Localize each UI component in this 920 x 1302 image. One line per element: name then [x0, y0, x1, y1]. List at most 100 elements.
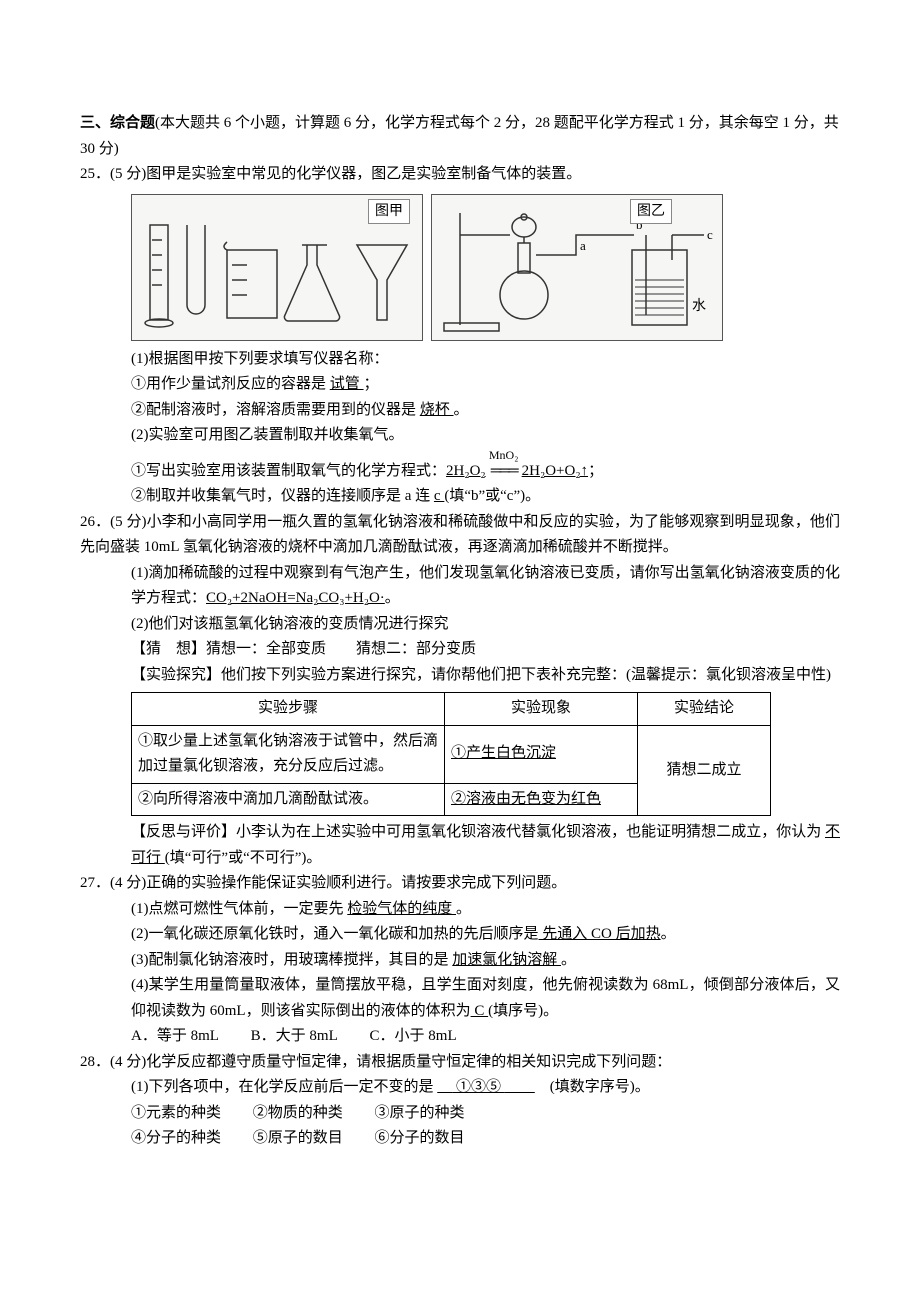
table-row: ①取少量上述氢氧化钠溶液于试管中，然后滴加过量氯化钡溶液，充分反应后过滤。 ①产…: [132, 725, 771, 783]
q26-stem-text: 小李和小高同学用一瓶久置的氢氧化钠溶液和稀硫酸做中和反应的实验，为了能够观察到明…: [80, 514, 840, 556]
guess-text: 猜想一：全部变质 猜想二：部分变质: [206, 641, 476, 657]
th-phenomenon: 实验现象: [445, 693, 638, 726]
q28-stem-text: 化学反应都遵守质量守恒定律，请根据质量守恒定律的相关知识完成下列问题：: [146, 1054, 671, 1070]
opt-5: ⑤原子的数目: [253, 1126, 343, 1152]
figure-jia-label: 图甲: [368, 199, 410, 225]
cell-phen1: ①产生白色沉淀: [445, 725, 638, 783]
q25-figures: 图甲: [131, 194, 840, 341]
label-c: c: [707, 227, 713, 242]
q27-1: (1)点燃可燃性气体前，一定要先 检验气体的纯度 。: [80, 897, 840, 923]
label-a: a: [580, 238, 586, 253]
q25-2a-eq: 2H₂O₂MnO₂═══2H₂O+O₂↑: [446, 463, 588, 479]
q28-num: 28．(4 分): [80, 1054, 146, 1070]
opt-2: ②物质的种类: [253, 1101, 343, 1127]
q25-1b-pre: ②配制溶液时，溶解溶质需要用到的仪器是: [131, 402, 420, 418]
label-water: 水: [692, 298, 706, 314]
q28-1-pre: (1)下列各项中，在化学反应前后一定不变的是: [131, 1079, 437, 1095]
opt-c: C．小于 8mL: [370, 1024, 457, 1050]
q28-stem: 28．(4 分)化学反应都遵守质量守恒定律，请根据质量守恒定律的相关知识完成下列…: [80, 1050, 840, 1076]
section-heading: 三、综合题(本大题共 6 个小题，计算题 6 分，化学方程式每个 2 分，28 …: [80, 110, 840, 162]
q26-guess: 【猜 想】猜想一：全部变质 猜想二：部分变质: [80, 637, 840, 663]
opt-6: ⑥分子的数目: [375, 1126, 465, 1152]
q26-1: (1)滴加稀硫酸的过程中观察到有气泡产生，他们发现氢氧化钠溶液已变质，请你写出氢…: [80, 561, 840, 612]
q25-2a: ①写出实验室用该装置制取氧气的化学方程式：2H₂O₂MnO₂═══2H₂O+O₂…: [80, 459, 840, 485]
q27-2-post: 。: [661, 926, 676, 942]
q26-1-post: 。: [385, 590, 400, 606]
cell-step1: ①取少量上述氢氧化钠溶液于试管中，然后滴加过量氯化钡溶液，充分反应后过滤。: [132, 725, 445, 783]
q25-2a-post: ；: [588, 463, 603, 479]
eq-arrow: MnO₂═══: [486, 459, 522, 485]
cell-conc: 猜想二成立: [638, 725, 771, 816]
q27-stem-text: 正确的实验操作能保证实验顺利进行。请按要求完成下列问题。: [146, 875, 566, 891]
q26-num: 26．(5 分): [80, 514, 147, 530]
q25-1b-ans: 烧杯: [420, 402, 454, 418]
q25: 25．(5 分)图甲是实验室中常见的化学仪器，图乙是实验室制备气体的装置。 图甲: [80, 162, 840, 510]
q27-2: (2)一氧化碳还原氧化铁时，通入一氧化碳和加热的先后顺序是 先通入 CO 后加热…: [80, 922, 840, 948]
q27-num: 27．(4 分): [80, 875, 146, 891]
q27-stem: 27．(4 分)正确的实验操作能保证实验顺利进行。请按要求完成下列问题。: [80, 871, 840, 897]
q25-stem-text: 图甲是实验室中常见的化学仪器，图乙是实验室制备气体的装置。: [146, 166, 581, 182]
q28-1-post: (填数字序号)。: [535, 1079, 650, 1095]
q27-2-pre: (2)一氧化碳还原氧化铁时，通入一氧化碳和加热的先后顺序是: [131, 926, 539, 942]
guess-label: 【猜 想】: [131, 641, 206, 657]
q25-1b: ②配制溶液时，溶解溶质需要用到的仪器是 烧杯 。: [80, 398, 840, 424]
q27: 27．(4 分)正确的实验操作能保证实验顺利进行。请按要求完成下列问题。 (1)…: [80, 871, 840, 1050]
figure-yi-label: 图乙: [630, 199, 672, 225]
q25-1a-post: ；: [364, 376, 379, 392]
q26-reflect: 【反思与评价】小李认为在上述实验中可用氢氧化钡溶液代替氯化钡溶液，也能证明猜想二…: [80, 820, 840, 871]
q25-num: 25．(5 分): [80, 166, 146, 182]
q27-3-post: 。: [561, 952, 576, 968]
q28-1: (1)下列各项中，在化学反应前后一定不变的是 ①③⑤ (填数字序号)。: [80, 1075, 840, 1101]
figure-jia: 图甲: [131, 194, 423, 341]
q28: 28．(4 分)化学反应都遵守质量守恒定律，请根据质量守恒定律的相关知识完成下列…: [80, 1050, 840, 1152]
q27-2-ans: 先通入 CO 后加热: [539, 926, 661, 942]
th-steps: 实验步骤: [132, 693, 445, 726]
q27-4-post: (填序号)。: [488, 1003, 558, 1019]
q25-1a: ①用作少量试剂反应的容器是 试管 ；: [80, 372, 840, 398]
q27-4: (4)某学生用量筒量取液体，量筒摆放平稳，且学生面对刻度，他先俯视读数为 68m…: [80, 973, 840, 1024]
q28-options-row1: ①元素的种类 ②物质的种类 ③原子的种类: [80, 1101, 840, 1127]
q25-2b-pre: ②制取并收集氧气时，仪器的连接顺序是 a 连: [131, 488, 434, 504]
q27-1-pre: (1)点燃可燃性气体前，一定要先: [131, 901, 347, 917]
eq-lhs: 2H₂O₂: [446, 463, 486, 479]
table-header-row: 实验步骤 实验现象 实验结论: [132, 693, 771, 726]
q26: 26．(5 分)小李和小高同学用一瓶久置的氢氧化钠溶液和稀硫酸做中和反应的实验，…: [80, 510, 840, 872]
q27-3: (3)配制氯化钠溶液时，用玻璃棒搅拌，其目的是 加速氯化钠溶解 。: [80, 948, 840, 974]
cell-phen2: ②溶液由无色变为红色: [445, 783, 638, 816]
q25-2a-pre: ①写出实验室用该装置制取氧气的化学方程式：: [131, 463, 446, 479]
th-conclusion: 实验结论: [638, 693, 771, 726]
q25-1a-ans: 试管: [330, 376, 364, 392]
q25-2b: ②制取并收集氧气时，仪器的连接顺序是 a 连 c (填“b”或“c”)。: [80, 484, 840, 510]
opt-a: A．等于 8mL: [131, 1024, 219, 1050]
eq-catalyst: MnO₂: [486, 445, 522, 465]
opt-1: ①元素的种类: [131, 1101, 221, 1127]
section-title-rest: (本大题共 6 个小题，计算题 6 分，化学方程式每个 2 分，28 题配平化学…: [80, 115, 839, 157]
opt-3: ③原子的种类: [375, 1101, 465, 1127]
q26-stem: 26．(5 分)小李和小高同学用一瓶久置的氢氧化钠溶液和稀硫酸做中和反应的实验，…: [80, 510, 840, 561]
q25-1a-pre: ①用作少量试剂反应的容器是: [131, 376, 330, 392]
q25-1b-post: 。: [454, 402, 469, 418]
q26-2: (2)他们对该瓶氢氧化钠溶液的变质情况进行探究: [80, 612, 840, 638]
q28-options-row2: ④分子的种类 ⑤原子的数目 ⑥分子的数目: [80, 1126, 840, 1152]
eq-rhs: 2H₂O+O₂↑: [522, 463, 588, 479]
gas-apparatus-icon: a b c: [432, 195, 722, 340]
q27-4-ans: C: [471, 1003, 489, 1019]
section-title-bold: 三、综合题: [80, 114, 155, 131]
reflect-pre: 【反思与评价】小李认为在上述实验中可用氢氧化钡溶液代替氯化钡溶液，也能证明猜想二…: [131, 824, 825, 840]
q27-options: A．等于 8mL B．大于 8mL C．小于 8mL: [80, 1024, 840, 1050]
experiment-table: 实验步骤 实验现象 实验结论 ①取少量上述氢氧化钠溶液于试管中，然后滴加过量氯化…: [131, 692, 771, 816]
q27-3-ans: 加速氯化钠溶解: [452, 952, 561, 968]
phen2-ans: ②溶液由无色变为红色: [451, 791, 601, 807]
opt-4: ④分子的种类: [131, 1126, 221, 1152]
q26-exp-label: 【实验探究】他们按下列实验方案进行探究，请你帮他们把下表补充完整：(温馨提示：氯…: [80, 663, 840, 689]
q25-2b-post: (填“b”或“c”)。: [444, 488, 540, 504]
cell-step2: ②向所得溶液中滴加几滴酚酞试液。: [132, 783, 445, 816]
q28-1-ans: ①③⑤: [437, 1079, 535, 1095]
q26-1-ans: CO₂+2NaOH=Na₂CO₃+H₂O·: [206, 590, 385, 606]
q28-1-ans-text: ①③⑤: [452, 1079, 505, 1095]
q27-3-pre: (3)配制氯化钠溶液时，用玻璃棒搅拌，其目的是: [131, 952, 452, 968]
q25-2b-ans: c: [434, 488, 444, 504]
figure-yi: 图乙: [431, 194, 723, 341]
phen1-ans: ①产生白色沉淀: [451, 745, 556, 761]
q25-stem: 25．(5 分)图甲是实验室中常见的化学仪器，图乙是实验室制备气体的装置。: [80, 162, 840, 188]
